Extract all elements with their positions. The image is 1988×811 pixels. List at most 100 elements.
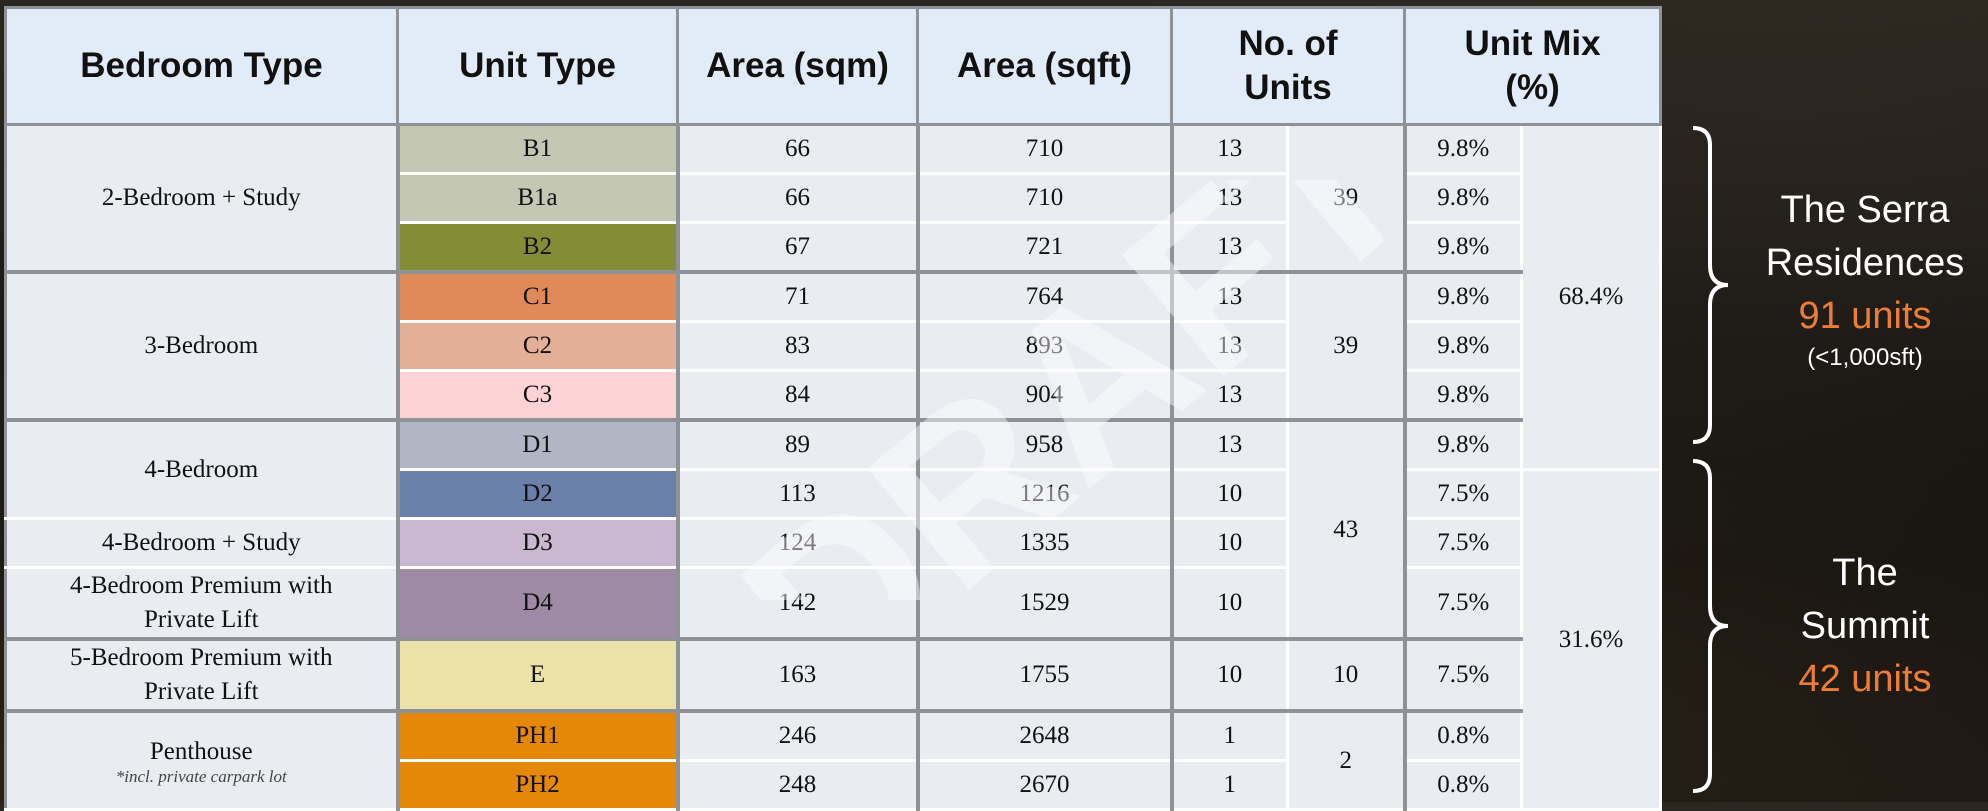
mix-total-summit: 31.6% <box>1520 468 1663 811</box>
units-cell: 10 <box>1170 468 1289 520</box>
summit-name-line2: Summit <box>1800 605 1930 647</box>
header-area-sqft: Area (sqft) <box>916 6 1173 126</box>
units-cell: 13 <box>1170 369 1289 422</box>
header-bedroom-type: Bedroom Type <box>4 6 399 126</box>
area-sqm-cell: 89 <box>676 418 920 471</box>
units-cell: 13 <box>1170 270 1289 323</box>
unit-type-cell: B1a <box>396 172 680 224</box>
bedroom-type-cell: 2-Bedroom + Study <box>4 123 400 274</box>
group-total-cell: 39 <box>1285 123 1407 274</box>
table-row: C2 83 893 13 9.8% <box>6 320 1661 372</box>
group-total-cell: 2 <box>1285 709 1407 811</box>
unit-type-cell: B2 <box>396 221 680 274</box>
bedroom-type-cell: Penthouse *incl. private carpark lot <box>4 709 400 811</box>
unit-type-cell: B1 <box>396 123 680 175</box>
serra-name-line1: The Serra <box>1780 189 1950 231</box>
area-sqft-cell: 764 <box>916 270 1174 323</box>
area-sqm-cell: 246 <box>676 709 920 762</box>
unit-type-cell: D3 <box>396 517 680 569</box>
table-row: 2-Bedroom + Study B1 66 710 13 39 9.8% 6… <box>4 123 1663 471</box>
area-sqm-cell: 124 <box>676 517 920 569</box>
area-sqft-cell: 958 <box>916 418 1174 471</box>
table-row: 4-Bedroom D1 89 958 13 43 9.8% <box>4 418 1661 641</box>
mix-cell: 7.5% <box>1403 517 1524 569</box>
area-sqm-cell: 113 <box>676 468 920 520</box>
summit-label: The Summit 42 units <box>1750 547 1980 706</box>
mix-cell: 7.5% <box>1403 566 1524 641</box>
bedroom-type-cell: 5-Bedroom Premium with Private Lift <box>4 637 400 713</box>
units-cell: 1 <box>1170 759 1289 811</box>
summit-name-line1: The <box>1832 552 1898 594</box>
serra-label: The Serra Residences 91 units (<1,000sft… <box>1750 184 1980 373</box>
area-sqft-cell: 710 <box>916 172 1174 224</box>
unit-type-cell: D4 <box>396 566 680 641</box>
penthouse-note: *incl. private carpark lot <box>115 766 287 786</box>
unit-mix-table: Bedroom Type Unit Type Area (sqm) Area (… <box>4 6 1663 811</box>
header-no-of-units: No. of Units <box>1169 6 1407 126</box>
header-unit-mix: Unit Mix (%) <box>1403 6 1663 126</box>
area-sqm-cell: 142 <box>676 566 920 641</box>
area-sqm-cell: 163 <box>676 637 920 713</box>
mix-cell: 9.8% <box>1403 418 1524 471</box>
units-cell: 1 <box>1170 709 1289 762</box>
mix-cell: 7.5% <box>1403 468 1524 520</box>
mix-cell: 9.8% <box>1403 270 1524 323</box>
area-sqft-cell: 1216 <box>916 468 1174 520</box>
units-cell: 10 <box>1170 637 1289 713</box>
area-sqm-cell: 248 <box>676 759 920 811</box>
table-row: B1a 66 710 13 9.8% <box>6 172 1661 224</box>
mix-cell: 9.8% <box>1403 221 1524 274</box>
area-sqft-cell: 721 <box>916 221 1174 274</box>
units-cell: 10 <box>1170 517 1289 569</box>
table-row: 4-Bedroom + Study D3 124 1335 10 7.5% <box>4 517 1661 569</box>
group-total-cell: 39 <box>1285 270 1407 422</box>
header-row: Bedroom Type Unit Type Area (sqm) Area (… <box>4 6 1663 126</box>
serra-note: (<1,000sft) <box>1807 344 1923 371</box>
units-cell: 13 <box>1170 320 1289 372</box>
mix-cell: 0.8% <box>1403 759 1524 811</box>
area-sqft-cell: 1755 <box>916 637 1174 713</box>
units-cell: 13 <box>1170 172 1289 224</box>
bedroom-type-cell: 4-Bedroom Premium with Private Lift <box>4 566 400 641</box>
area-sqft-cell: 2648 <box>916 709 1174 762</box>
mix-cell: 0.8% <box>1403 709 1524 762</box>
area-sqft-cell: 1529 <box>916 566 1174 641</box>
summit-units: 42 units <box>1798 658 1932 700</box>
units-cell: 13 <box>1170 123 1289 175</box>
area-sqft-cell: 893 <box>916 320 1174 372</box>
unit-type-cell: C2 <box>396 320 680 372</box>
table-row: 3-Bedroom C1 71 764 13 39 9.8% <box>4 270 1661 422</box>
table-row: B2 67 721 13 9.8% <box>6 221 1661 274</box>
area-sqm-cell: 67 <box>676 221 920 274</box>
area-sqm-cell: 71 <box>676 270 920 323</box>
area-sqm-cell: 66 <box>676 123 920 175</box>
table-row: 4-Bedroom Premium with Private Lift D4 14… <box>4 566 1661 641</box>
unit-type-cell: D1 <box>396 418 680 471</box>
area-sqft-cell: 710 <box>916 123 1174 175</box>
bedroom-type-cell: 4-Bedroom + Study <box>4 517 400 569</box>
area-sqft-cell: 2670 <box>916 759 1174 811</box>
unit-type-cell: C3 <box>396 369 680 422</box>
table-row: C3 84 904 13 9.8% <box>6 369 1661 422</box>
table-row: 5-Bedroom Premium with Private Lift E 163… <box>4 637 1661 713</box>
area-sqm-cell: 83 <box>676 320 920 372</box>
table-row: D2 113 1216 10 7.5% 31.6% <box>6 468 1663 811</box>
mix-cell: 9.8% <box>1403 320 1524 372</box>
unit-type-cell: PH1 <box>396 709 680 762</box>
bedroom-type-cell: 4-Bedroom <box>4 418 400 520</box>
bedroom-type-cell: 3-Bedroom <box>4 270 400 422</box>
units-cell: 13 <box>1170 418 1289 471</box>
serra-name-line2: Residences <box>1765 242 1965 284</box>
header-unit-type: Unit Type <box>396 6 679 126</box>
header-area-sqm: Area (sqm) <box>676 6 919 126</box>
unit-type-cell: PH2 <box>396 759 680 811</box>
mix-total-serra: 68.4% <box>1520 123 1663 471</box>
serra-units: 91 units <box>1798 295 1932 337</box>
units-cell: 13 <box>1170 221 1289 274</box>
unit-type-cell: D2 <box>396 468 680 520</box>
area-sqm-cell: 84 <box>676 369 920 422</box>
area-sqm-cell: 66 <box>676 172 920 224</box>
mix-cell: 9.8% <box>1403 123 1524 175</box>
unit-type-cell: E <box>396 637 680 713</box>
mix-cell: 9.8% <box>1403 172 1524 224</box>
